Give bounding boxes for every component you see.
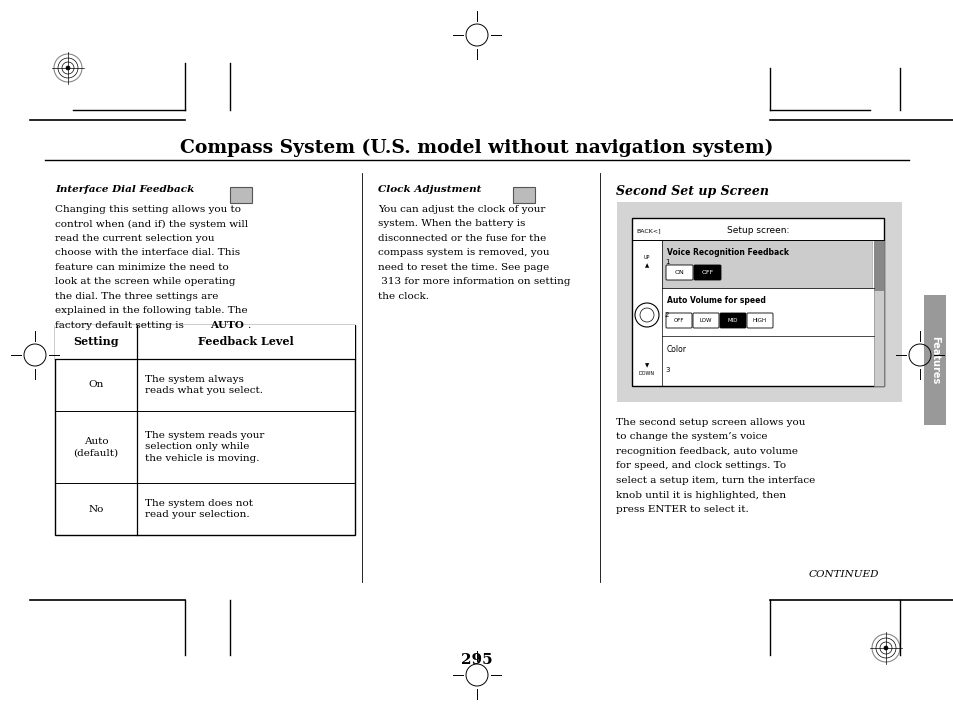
Text: MID: MID [727, 318, 738, 323]
FancyBboxPatch shape [665, 313, 691, 328]
Text: Setting: Setting [73, 337, 119, 347]
Text: UP: UP [643, 256, 650, 261]
Text: for speed, and clock settings. To: for speed, and clock settings. To [616, 462, 785, 471]
Text: press ENTER to select it.: press ENTER to select it. [616, 505, 748, 514]
Text: BACK<]: BACK<] [636, 229, 659, 234]
Text: Compass System (U.S. model without navigation system): Compass System (U.S. model without navig… [180, 139, 773, 157]
Bar [661, 240, 871, 288]
Text: CONTINUED: CONTINUED [808, 570, 879, 579]
Text: feature can minimize the need to: feature can minimize the need to [55, 263, 229, 272]
Text: Features: Features [929, 336, 939, 384]
Text: Second Set up Screen: Second Set up Screen [616, 185, 768, 198]
Bar [55, 325, 355, 359]
Text: The system does not
read your selection.: The system does not read your selection. [145, 498, 253, 520]
Text: AUTO: AUTO [210, 321, 244, 330]
Text: control when (and if) the system will: control when (and if) the system will [55, 219, 248, 229]
Text: to change the system’s voice: to change the system’s voice [616, 432, 767, 442]
Text: disconnected or the fuse for the: disconnected or the fuse for the [377, 234, 546, 243]
Text: .: . [247, 321, 250, 330]
Text: need to reset the time. See page: need to reset the time. See page [377, 263, 549, 272]
Text: choose with the interface dial. This: choose with the interface dial. This [55, 248, 240, 258]
Text: 3: 3 [664, 367, 669, 373]
Bar [873, 240, 883, 291]
Bar [617, 202, 901, 402]
Text: Changing this setting allows you to: Changing this setting allows you to [55, 205, 241, 214]
Text: DOWN: DOWN [639, 371, 655, 376]
Text: look at the screen while operating: look at the screen while operating [55, 278, 235, 287]
Text: Auto Volume for speed: Auto Volume for speed [666, 297, 765, 305]
Text: Voice Recognition Feedback: Voice Recognition Feedback [666, 248, 788, 258]
Bar [923, 295, 945, 425]
FancyBboxPatch shape [665, 265, 692, 280]
Bar [631, 218, 883, 386]
Text: recognition feedback, auto volume: recognition feedback, auto volume [616, 447, 797, 456]
Text: explained in the following table. The: explained in the following table. The [55, 307, 248, 315]
FancyBboxPatch shape [693, 265, 720, 280]
Text: OFF: OFF [673, 318, 683, 323]
Bar [513, 187, 535, 203]
Text: The system always
reads what you select.: The system always reads what you select. [145, 375, 263, 395]
Bar [873, 240, 883, 386]
Text: Auto
(default): Auto (default) [73, 437, 118, 457]
Text: factory default setting is: factory default setting is [55, 321, 187, 330]
Text: knob until it is highlighted, then: knob until it is highlighted, then [616, 491, 785, 500]
Circle shape [883, 646, 887, 650]
Text: The second setup screen allows you: The second setup screen allows you [616, 418, 804, 427]
Text: Color: Color [666, 346, 686, 354]
Text: OFF: OFF [700, 270, 713, 275]
Text: HIGH: HIGH [752, 318, 766, 323]
Text: On: On [89, 381, 104, 390]
Circle shape [66, 66, 70, 70]
Text: LOW: LOW [699, 318, 712, 323]
Text: compass system is removed, you: compass system is removed, you [377, 248, 549, 258]
Text: ▼: ▼ [644, 364, 648, 368]
Text: the clock.: the clock. [377, 292, 429, 301]
Text: system. When the battery is: system. When the battery is [377, 219, 525, 229]
Text: Interface Dial Feedback: Interface Dial Feedback [55, 185, 194, 194]
Text: Setup screen:: Setup screen: [726, 226, 788, 236]
Text: ▲: ▲ [644, 263, 648, 268]
Text: read the current selection you: read the current selection you [55, 234, 214, 243]
FancyBboxPatch shape [746, 313, 772, 328]
Bar [55, 325, 355, 535]
FancyBboxPatch shape [720, 313, 745, 328]
Bar [230, 187, 252, 203]
Text: The system reads your
selection only while
the vehicle is moving.: The system reads your selection only whi… [145, 431, 264, 464]
Text: Clock Adjustment: Clock Adjustment [377, 185, 481, 194]
Text: the dial. The three settings are: the dial. The three settings are [55, 292, 218, 301]
Text: 1: 1 [664, 259, 669, 265]
Text: 2: 2 [664, 312, 669, 318]
Text: 313 for more information on setting: 313 for more information on setting [377, 278, 570, 287]
FancyBboxPatch shape [692, 313, 719, 328]
Text: Feedback Level: Feedback Level [198, 337, 294, 347]
Text: 295: 295 [460, 653, 493, 667]
Text: ON: ON [674, 270, 683, 275]
Text: You can adjust the clock of your: You can adjust the clock of your [377, 205, 545, 214]
Text: select a setup item, turn the interface: select a setup item, turn the interface [616, 476, 815, 485]
Text: No: No [89, 505, 104, 513]
